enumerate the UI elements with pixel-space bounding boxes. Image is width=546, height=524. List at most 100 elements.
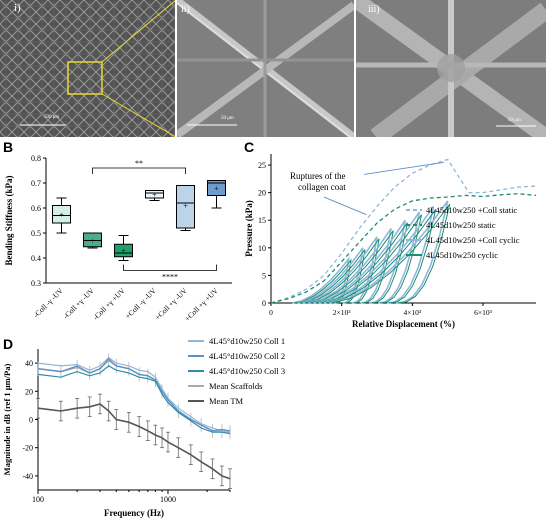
legend-label: 4L45°d10w250 Coll 3 xyxy=(209,366,285,376)
y-tick-label: 0.6 xyxy=(31,204,41,213)
x-tick-label: 0 xyxy=(269,308,273,317)
panel-label-c: C xyxy=(244,139,255,155)
box xyxy=(83,232,102,248)
cyclic-coll-curve xyxy=(318,211,421,304)
x-tick-label: +Coll +γ +UV xyxy=(183,286,221,324)
box-mean-marker: + xyxy=(214,184,219,193)
static-curve xyxy=(270,193,537,304)
cyclic-curve xyxy=(320,214,422,304)
y-tick-label: 40 xyxy=(25,359,33,368)
sem-image-i: i) 500 μm xyxy=(0,0,175,137)
mean-tm-curve xyxy=(37,403,231,480)
x-axis-label: Relative Displacement (%) xyxy=(352,319,455,329)
y-tick-label: 20 xyxy=(258,189,266,198)
y-tick-label: 25 xyxy=(258,161,266,170)
box-mean-marker: + xyxy=(183,202,188,211)
y-tick-label: 0 xyxy=(29,416,33,425)
significance-label: **** xyxy=(162,273,178,282)
zoom-line-top xyxy=(101,0,175,63)
y-axis-label: Magnitude in dB (ref 1 μm/Pa) xyxy=(2,364,12,476)
image-label-i: i) xyxy=(14,2,21,14)
cyclic-curve xyxy=(325,209,437,304)
y-tick-label: 10 xyxy=(258,244,266,253)
chart-frequency-response: -40 -20 0 20 40 100 1000 Frequency (Hz) Magnitud… xyxy=(2,337,285,518)
significance-label: ** xyxy=(135,159,143,168)
cyclic-coll-curve xyxy=(313,219,407,304)
significance-bracket xyxy=(123,264,217,271)
cyclic-curve xyxy=(299,249,366,304)
y-tick-label: 20 xyxy=(25,387,33,396)
y-axis-label: Pressure (kPa) xyxy=(244,200,254,256)
chart-pressure-displacement: 0 5 10 15 20 25 0 2×10³ 4×10³ 6×10³ Relative Displ… xyxy=(244,154,537,329)
annotation-arrow xyxy=(363,161,445,175)
x-tick-label: 1000 xyxy=(160,495,176,504)
y-tick-label: 5 xyxy=(262,271,266,280)
cyclic-curve xyxy=(331,203,451,304)
cyclic-coll-curve xyxy=(302,236,378,304)
coll1-curve xyxy=(37,356,231,433)
legend-label: 4L45°d10w250 Coll 1 xyxy=(209,337,285,346)
x-tick-label: -Coll +γ +UV xyxy=(91,286,127,322)
x-tick-label: 6×10³ xyxy=(474,308,492,317)
box-mean-marker: + xyxy=(121,247,126,256)
box-mean-marker: + xyxy=(152,190,157,199)
cyclic-curve xyxy=(315,222,408,304)
zoom-box xyxy=(67,61,103,95)
coll3-curve xyxy=(37,365,231,435)
coll2-curve xyxy=(37,358,231,432)
legend-label: 4L45d10w250 cyclic xyxy=(426,250,498,260)
scale-text-ii: 50 μm xyxy=(221,116,234,121)
sem-fiber-cross-ii xyxy=(177,0,354,137)
y-axis-label: Bending Stiffness (kPa) xyxy=(4,175,14,265)
box-mean-marker: + xyxy=(90,237,95,246)
cyclic-coll-curve xyxy=(297,247,364,304)
y-tick-label: 0 xyxy=(262,299,266,308)
y-tick-label: 0.4 xyxy=(31,254,41,263)
image-label-iii: iii) xyxy=(368,4,380,15)
cyclic-coll-curve xyxy=(323,205,435,304)
sem-mesh-pattern xyxy=(0,0,175,137)
x-tick-label: 100 xyxy=(32,495,44,504)
legend-label: 4L45°d10w250 Coll 2 xyxy=(209,351,285,361)
x-tick-label: 4×10³ xyxy=(403,308,421,317)
y-tick-label: -40 xyxy=(22,472,33,481)
sem-image-ii: ii) 50 μm xyxy=(177,0,354,137)
annotation-line-2: collagen coat xyxy=(298,182,346,192)
legend-label: 4L45d10w250 +Coll cyclic xyxy=(426,235,520,245)
legend-label: 4L45d10w250 static xyxy=(426,220,496,230)
panel-label-b: B xyxy=(3,139,14,155)
cyclic-curve xyxy=(310,230,394,304)
annotation-arrow xyxy=(323,196,367,216)
box xyxy=(145,190,164,199)
zoom-line-bottom xyxy=(101,93,175,137)
x-tick-label: 2×10³ xyxy=(333,308,351,317)
scale-text-iii: 50 μm xyxy=(508,118,521,123)
y-tick-label: 0.8 xyxy=(31,154,41,163)
y-tick-label: 0.5 xyxy=(31,229,41,238)
cyclic-coll-curve xyxy=(307,228,392,304)
box xyxy=(176,185,195,229)
scale-text-i: 500 μm xyxy=(44,115,60,120)
y-tick-label: 15 xyxy=(258,216,266,225)
cyclic-coll-curve xyxy=(329,200,449,304)
legend-label: 4L45d10w250 +Coll static xyxy=(426,205,517,215)
x-axis-label: Frequency (Hz) xyxy=(104,508,164,518)
box xyxy=(114,243,133,258)
box-mean-marker: + xyxy=(59,210,64,219)
image-label-ii: ii) xyxy=(181,4,190,15)
static-coll-curve xyxy=(270,158,537,304)
sem-fiber-cross-iii xyxy=(356,0,546,137)
sem-image-iii: iii) 50 μm xyxy=(356,0,546,137)
panel-label-d: D xyxy=(3,336,14,352)
annotation-line-1: Ruptures of the xyxy=(290,171,346,181)
legend-label: Mean TM xyxy=(209,396,244,406)
box xyxy=(52,205,71,224)
box xyxy=(207,180,226,196)
y-tick-label: -20 xyxy=(22,444,33,453)
cyclic-curve xyxy=(304,238,380,304)
chart-bending-stiffness: 0.3 0.4 0.5 0.6 0.7 0.8 Bending Stiffness (kPa… xyxy=(4,154,232,324)
significance-bracket xyxy=(92,167,186,174)
y-tick-label: 0.7 xyxy=(31,179,41,188)
legend-label: Mean Scaffolds xyxy=(209,381,262,391)
y-tick-label: 0.3 xyxy=(31,279,41,288)
